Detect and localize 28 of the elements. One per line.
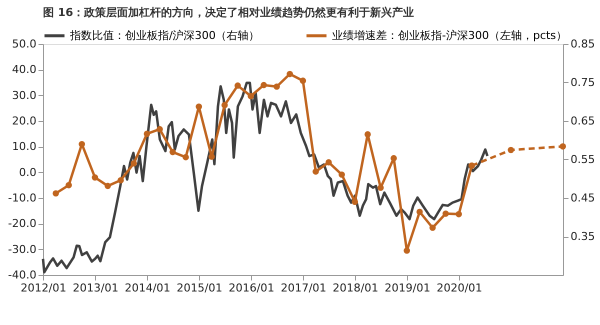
y2-tick-label: 0.65 <box>570 114 595 128</box>
x-tick-label: 2015/01 <box>176 282 222 294</box>
y-tick-label: 0.0 <box>19 166 36 179</box>
y2-tick-label: 0.75 <box>570 76 595 89</box>
x-tick-label: 2020/01 <box>436 282 482 294</box>
x-tick-label: 2019/01 <box>384 282 430 294</box>
y-tick-label: -30.0 <box>8 242 36 256</box>
x-tick-label: 2017/01 <box>280 282 326 294</box>
x-tick-label: 2014/01 <box>124 282 170 294</box>
y2-tick-label: 0.45 <box>570 192 595 204</box>
y-tick-label: 20.0 <box>12 114 36 128</box>
y2-tick-label: 0.35 <box>570 230 595 243</box>
legend-label: 业绩增速差：创业板指-沪深300（左轴，pcts） <box>332 28 568 42</box>
y-tick-label: -20.0 <box>8 217 36 230</box>
x-tick-label: 2018/01 <box>332 282 378 294</box>
y-tick-label: 30.0 <box>12 88 36 102</box>
y-tick-label: -10.0 <box>8 192 36 204</box>
y-tick-label: 50.0 <box>12 38 36 50</box>
y-tick-label: 10.0 <box>12 140 36 154</box>
x-tick-label: 2013/01 <box>72 282 118 294</box>
x-tick-label: 2012/01 <box>20 282 66 294</box>
y2-tick-label: 0.55 <box>570 153 595 166</box>
legend-label: 指数比值：创业板指/沪深300（右轴） <box>69 28 260 42</box>
x-tick-label: 2016/01 <box>228 282 274 294</box>
y2-tick-label: 0.85 <box>570 38 595 50</box>
chart-title: 图 16：政策层面加杠杆的方向，决定了相对业绩趋势仍然更有利于新兴产业 <box>43 6 414 19</box>
y-tick-label: 40.0 <box>12 63 36 76</box>
y-tick-label: -40.0 <box>8 268 36 282</box>
